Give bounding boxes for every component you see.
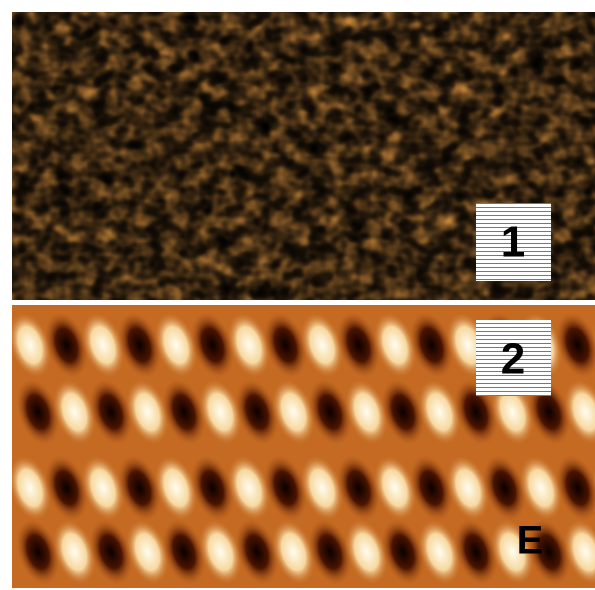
figure: 1 2 E — [0, 0, 595, 590]
panel-label: 2 — [501, 335, 525, 384]
panel-label: 1 — [501, 218, 525, 267]
page: 1 2 E (() => { const data = JSON.parse(d… — [0, 0, 595, 590]
figure-label: E — [517, 519, 544, 563]
